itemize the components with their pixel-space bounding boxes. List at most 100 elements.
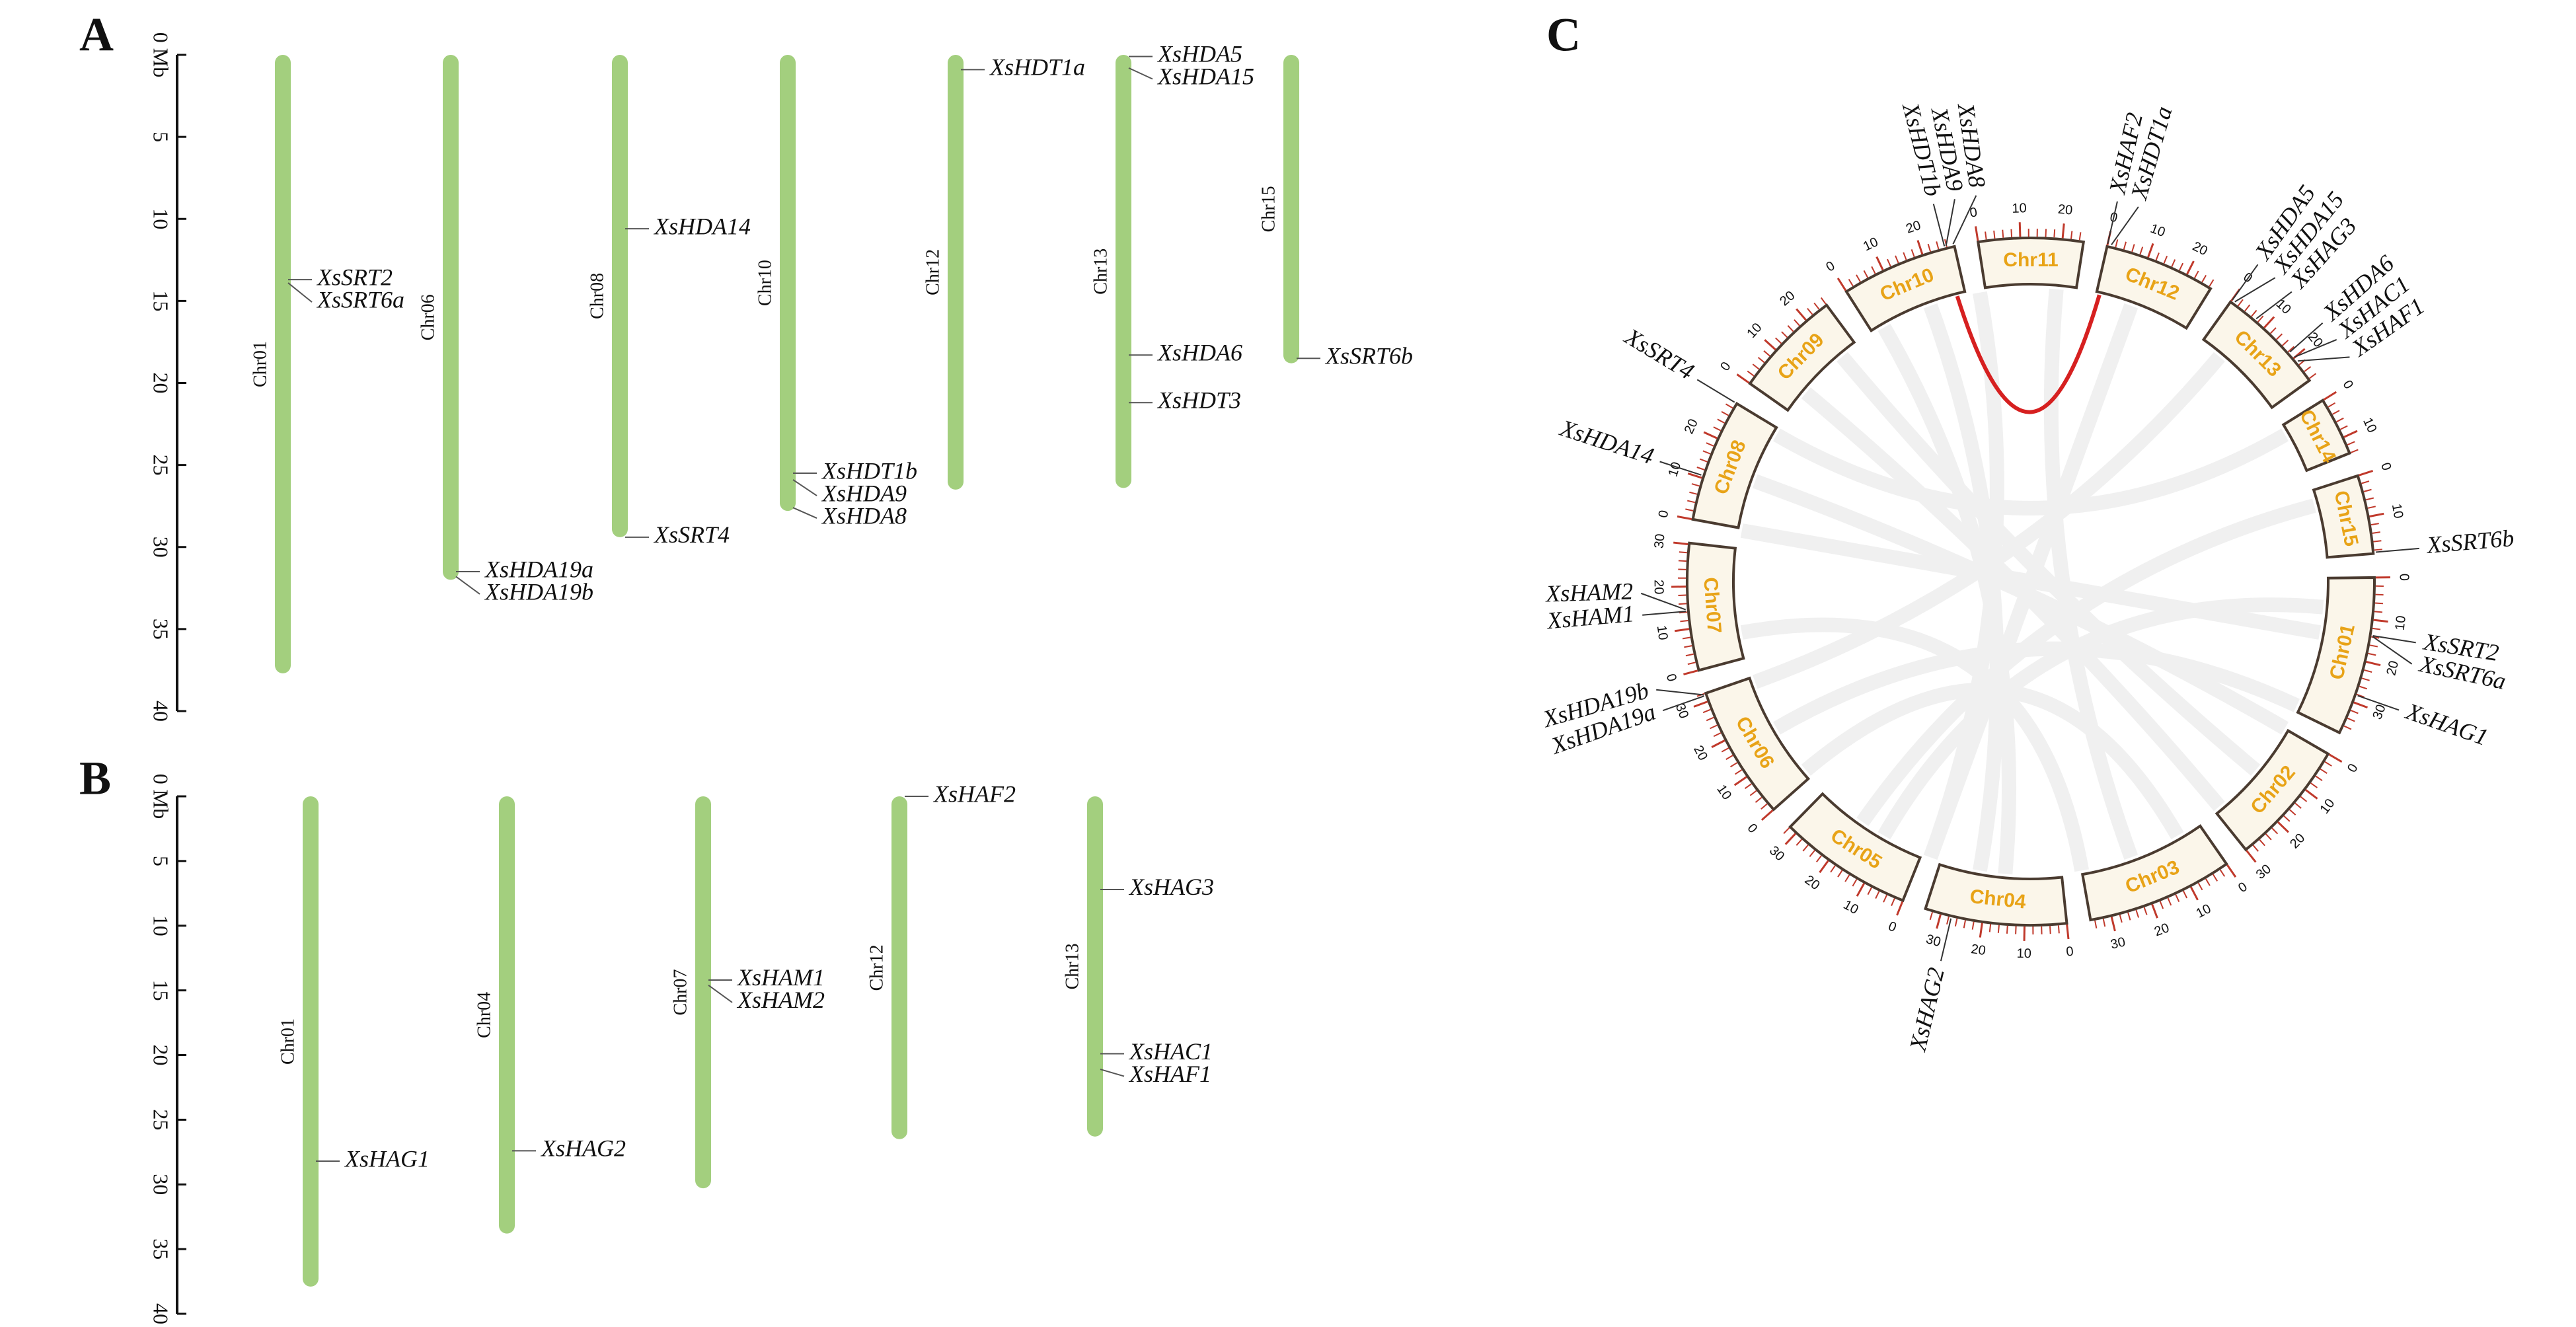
tick-label: 0 xyxy=(1969,205,1978,220)
minor-tick xyxy=(2237,299,2244,307)
minor-tick xyxy=(2265,833,2272,841)
chromosome-name: Chr01 xyxy=(250,341,270,387)
minor-tick xyxy=(1699,458,1708,463)
minor-tick xyxy=(1725,403,1733,409)
minor-tick xyxy=(1689,491,1698,495)
major-tick xyxy=(1837,278,1847,291)
y-tick-label: 30 xyxy=(149,537,173,558)
chromosome-box xyxy=(2312,474,2375,559)
chromosome-box xyxy=(1748,303,1856,412)
gene-label: XsHDA5 xyxy=(1156,41,1242,67)
minor-tick xyxy=(1682,636,1691,640)
minor-tick xyxy=(2213,874,2218,882)
chromosome-box xyxy=(1788,792,1922,903)
tick-label: 10 xyxy=(2317,796,2337,817)
minor-tick xyxy=(2347,717,2355,722)
minor-tick xyxy=(1856,274,1861,282)
minor-tick xyxy=(1794,319,1800,326)
minor-tick xyxy=(1997,925,2000,933)
tick-label: 20 xyxy=(1802,872,1823,893)
tick-label: 0 xyxy=(2345,761,2361,775)
tick-label: 0 xyxy=(1663,672,1679,683)
minor-tick xyxy=(1696,467,1705,471)
minor-tick xyxy=(1761,803,1768,810)
gene-label: XsHAG2 xyxy=(1904,965,1950,1055)
chromosome-box xyxy=(2095,245,2213,330)
major-tick xyxy=(2323,391,2337,401)
minor-tick xyxy=(2194,270,2199,279)
chromosome-name: Chr13 xyxy=(1090,248,1111,295)
major-tick xyxy=(1784,833,1796,845)
chromosome-box xyxy=(2201,300,2312,410)
minor-tick xyxy=(2010,229,2013,237)
minor-tick xyxy=(1691,483,1700,487)
tick-label: 10 xyxy=(2360,416,2379,435)
minor-tick xyxy=(2159,901,2164,909)
major-tick xyxy=(1683,669,1698,675)
major-tick xyxy=(2186,260,2195,275)
major-tick xyxy=(2190,886,2199,901)
chromosome xyxy=(443,55,459,580)
major-tick xyxy=(2110,917,2116,932)
gene-marker xyxy=(1696,379,1735,403)
minor-tick xyxy=(2328,402,2336,408)
minor-tick xyxy=(2171,259,2176,267)
gene-marker xyxy=(708,984,733,1003)
minor-tick xyxy=(1721,410,1729,416)
minor-tick xyxy=(1807,308,1813,315)
tick-label: 20 xyxy=(1904,218,1922,237)
background-link xyxy=(1837,352,2261,776)
minor-tick xyxy=(2045,229,2047,237)
panel-label: A xyxy=(79,9,114,61)
chromosome-name: Chr13 xyxy=(1062,943,1082,989)
minor-tick xyxy=(2179,262,2184,271)
tick-label: 20 xyxy=(1690,743,1710,763)
minor-tick xyxy=(2257,315,2264,322)
tick-label: 30 xyxy=(1766,843,1787,864)
major-tick xyxy=(2263,316,2275,328)
minor-tick xyxy=(2053,229,2056,238)
minor-tick xyxy=(2167,897,2172,906)
gene-label: XsHAC1 xyxy=(1128,1038,1213,1065)
major-tick xyxy=(2147,243,2154,258)
major-tick xyxy=(1693,701,1708,708)
tick-label: 10 xyxy=(1744,321,1764,341)
minor-tick xyxy=(2252,845,2259,852)
minor-tick xyxy=(1686,500,1696,504)
minor-tick xyxy=(2370,523,2379,526)
minor-tick xyxy=(2139,246,2144,255)
chromosome-name: Chr08 xyxy=(587,273,607,319)
y-tick-label: 5 xyxy=(149,132,173,142)
minor-tick xyxy=(2282,339,2289,346)
minor-tick xyxy=(2367,506,2376,509)
minor-tick xyxy=(1685,508,1694,512)
chromosome xyxy=(1087,796,1103,1137)
chromosome xyxy=(499,796,515,1234)
minor-tick xyxy=(2369,644,2378,648)
minor-tick xyxy=(2304,365,2312,372)
minor-tick xyxy=(1936,241,1940,250)
chromosome-box xyxy=(1691,401,1778,529)
minor-tick xyxy=(1867,887,1872,895)
y-tick-label: 40 xyxy=(149,1303,173,1324)
gene-label: XsHAF2 xyxy=(932,780,1016,807)
minor-tick xyxy=(2070,231,2073,239)
minor-tick xyxy=(2364,669,2372,673)
minor-tick xyxy=(2135,909,2140,918)
minor-tick xyxy=(1749,790,1757,796)
minor-tick xyxy=(1971,921,1975,930)
minor-tick xyxy=(2372,531,2380,534)
minor-tick xyxy=(1706,716,1714,722)
minor-tick xyxy=(1927,243,1932,252)
tick-label: 10 xyxy=(1841,897,1861,917)
tick-label: 10 xyxy=(2016,946,2031,961)
background-link xyxy=(1740,617,2089,872)
y-tick-label: 10 xyxy=(149,208,173,229)
major-tick xyxy=(1733,776,1747,786)
tick-label: 20 xyxy=(2287,831,2308,851)
gene-label: XsSRT2 xyxy=(316,264,393,290)
gene-label: XsSRT4 xyxy=(653,521,730,548)
major-tick xyxy=(1819,860,1829,874)
tick-label: 20 xyxy=(1682,417,1701,436)
minor-tick xyxy=(1713,732,1722,738)
